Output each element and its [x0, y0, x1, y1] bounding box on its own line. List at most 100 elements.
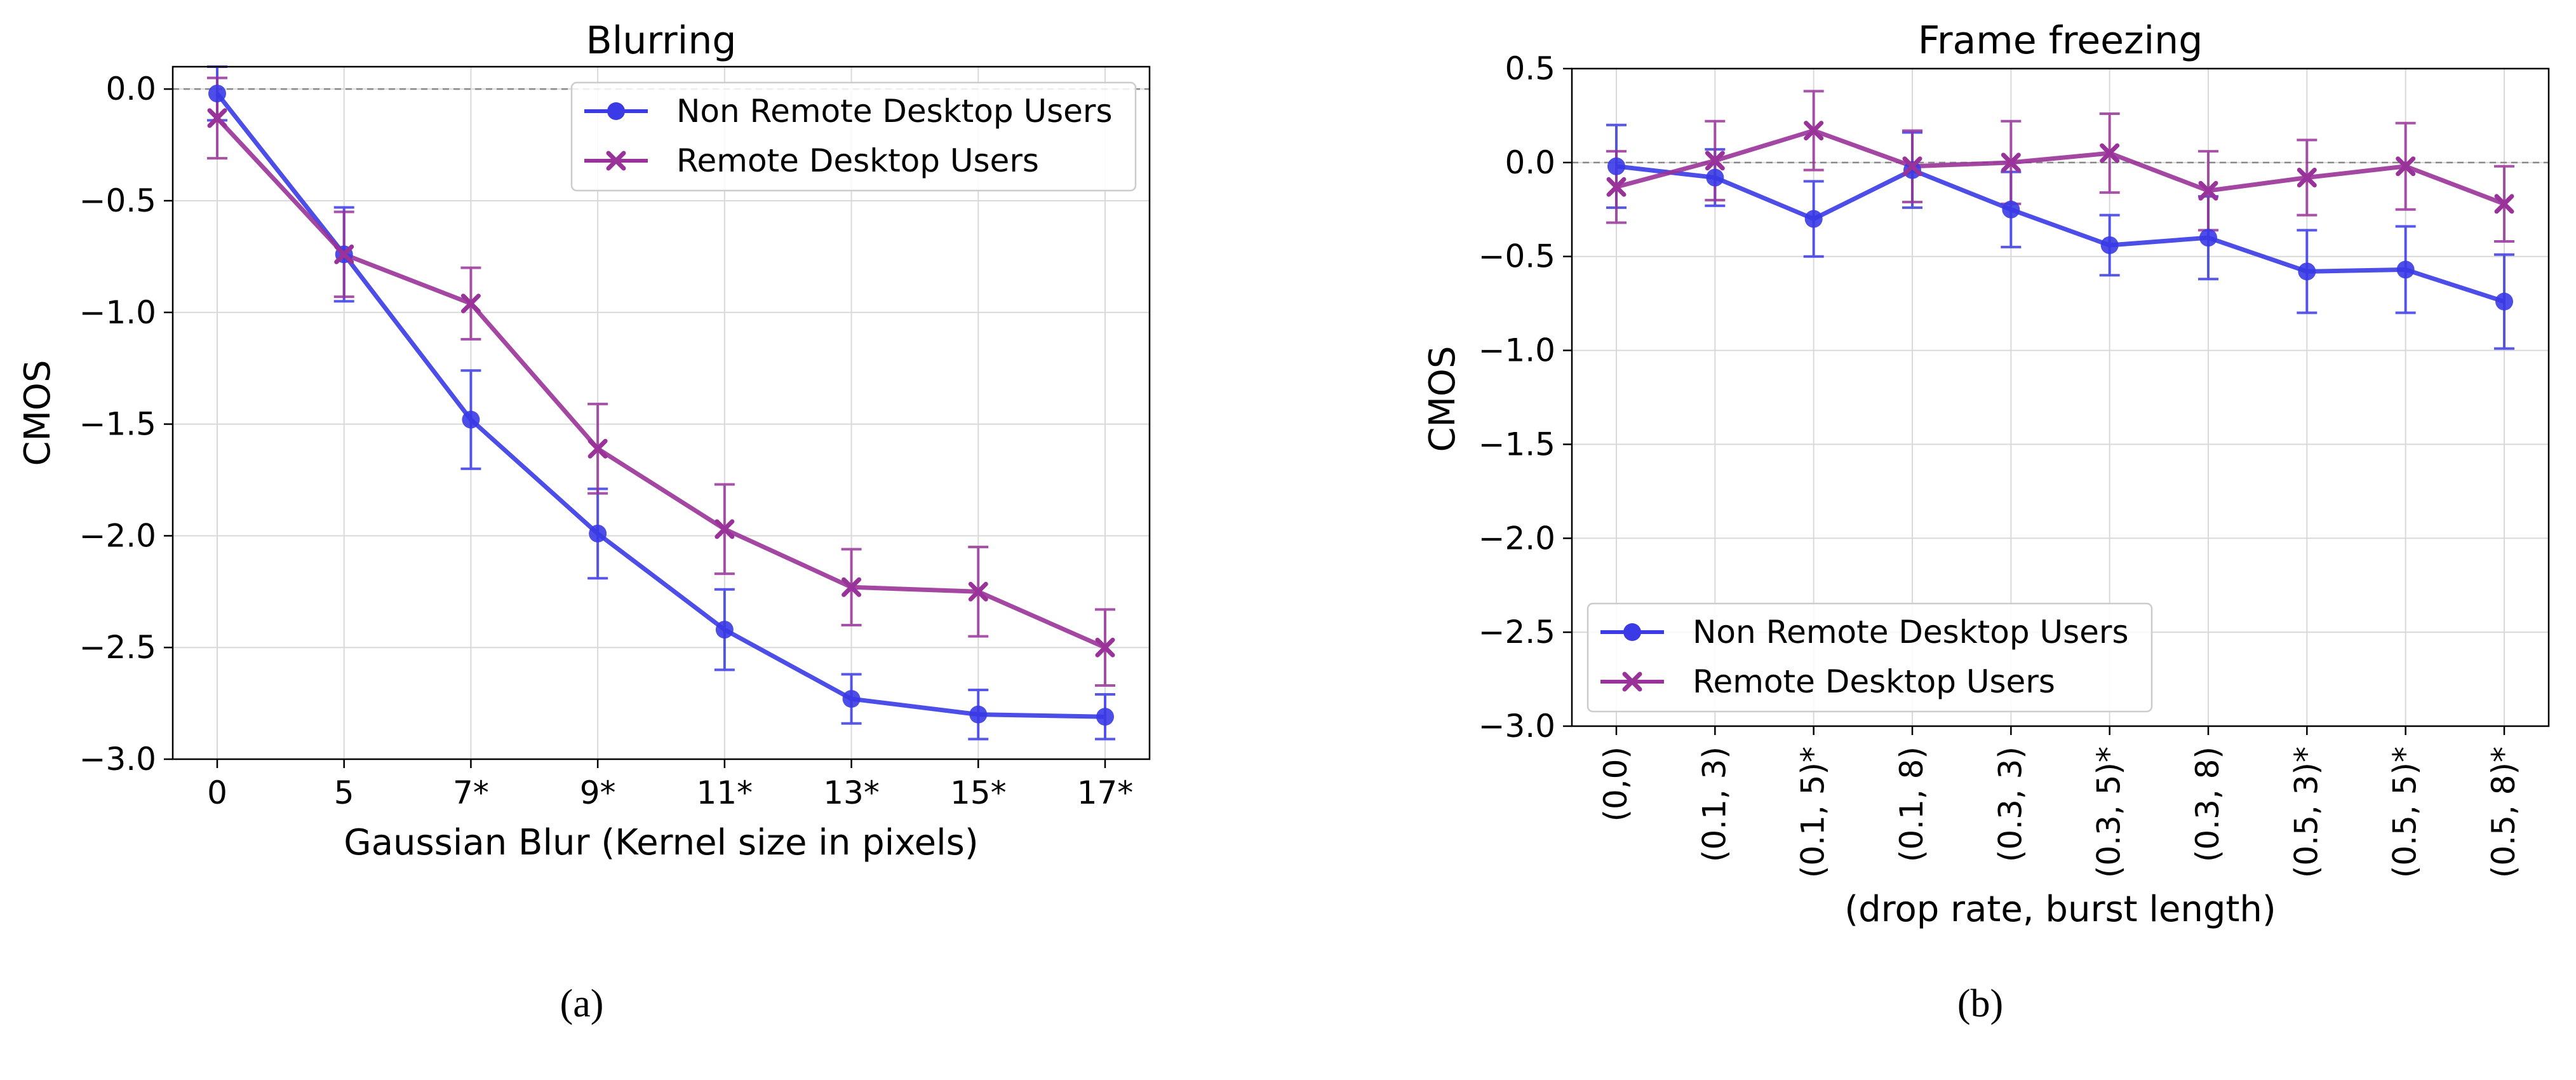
y-tick-label: −3.0: [79, 741, 156, 778]
data-point-x: [968, 581, 988, 602]
data-point-circle: [2396, 260, 2415, 279]
data-point-circle: [2495, 292, 2513, 311]
y-tick-label: −2.0: [1479, 520, 1555, 557]
x-tick-label: (0.1, 8): [1893, 746, 1930, 862]
data-point-x: [2198, 180, 2218, 201]
data-point-x: [2100, 143, 2120, 163]
legend-marker-x: [606, 151, 626, 171]
legend: Non Remote Desktop Users Remote Desktop …: [1587, 602, 2153, 713]
data-point-x: [842, 577, 862, 597]
y-tick-label: 0.0: [105, 71, 156, 107]
x-tick-label: 15*: [950, 774, 1007, 811]
data-point-x: [1804, 121, 1824, 141]
series-line: [1616, 164, 2506, 304]
data-point-x: [2297, 168, 2317, 188]
legend-box: [570, 81, 1137, 192]
data-point-circle: [462, 410, 480, 429]
legend-label: Remote Desktop Users: [676, 142, 1039, 179]
x-tick-label: (0.3, 8): [2189, 746, 2226, 862]
data-point-circle: [2298, 262, 2316, 281]
y-tick-label: 0.5: [1505, 50, 1555, 87]
x-tick-label: 9*: [580, 774, 616, 811]
data-point-x: [714, 519, 735, 539]
x-axis-label: Gaussian Blur (Kernel size in pixels): [344, 822, 978, 863]
data-point-x: [2001, 152, 2021, 173]
data-point-circle: [842, 690, 861, 708]
series-line: [1616, 128, 2506, 206]
y-tick-label: −2.5: [1479, 614, 1555, 651]
legend-marker-x: [1622, 672, 1642, 692]
x-tick-label: 7*: [453, 774, 489, 811]
data-point-x: [334, 244, 354, 264]
x-tick-label: 0: [207, 774, 227, 811]
legend-label: Remote Desktop Users: [1693, 663, 2055, 700]
x-axis-label: (drop rate, burst length): [1844, 889, 2276, 930]
legend-label: Non Remote Desktop Users: [676, 93, 1113, 130]
data-point-x: [1095, 637, 1115, 658]
x-tick-label: (0.1, 5)*: [1795, 746, 1832, 878]
chart-frame-freezing: (0,0) (0.1, 3) (0.1, 5)* (0.1, 8) (0.3, 3) (0…: [1422, 18, 2550, 1025]
data-point-x: [2494, 194, 2514, 214]
data-point-circle: [715, 621, 734, 639]
legend-entry-remote: Remote Desktop Users: [584, 142, 1039, 179]
y-axis-label: CMOS: [1422, 346, 1463, 452]
data-point-circle: [1804, 210, 1823, 228]
data-point-x: [460, 294, 481, 314]
data-point-circle: [1706, 168, 1724, 187]
data-point-circle: [2199, 229, 2217, 247]
x-tick-label: (0.5, 3)*: [2288, 746, 2324, 878]
plot-frame: [171, 65, 1151, 760]
legend-entry-non-remote: Non Remote Desktop Users: [1600, 614, 2129, 651]
legend-entry-remote: Remote Desktop Users: [1600, 663, 2055, 700]
legend: Non Remote Desktop Users Remote Desktop …: [570, 81, 1137, 192]
y-tick-label: −3.0: [1479, 708, 1555, 745]
x-tick-label: (0.3, 5)*: [2091, 746, 2128, 878]
x-tick-label: (0.5, 5)*: [2387, 746, 2424, 878]
x-tick-label: (0.5, 8)*: [2485, 746, 2522, 878]
legend-marker-circle: [1623, 623, 1641, 641]
data-point-circle: [2002, 200, 2020, 219]
x-tick-label: (0,0): [1597, 746, 1634, 822]
x-tick-label: 17*: [1077, 774, 1134, 811]
chart-title: Blurring: [586, 18, 737, 63]
x-tick-label: 11*: [697, 774, 753, 811]
series-line: [215, 92, 1106, 719]
data-point-circle: [2100, 236, 2119, 254]
series-line: [215, 116, 1106, 650]
data-point-x: [2396, 156, 2416, 177]
y-tick-label: −2.5: [79, 629, 156, 666]
y-axis-label: CMOS: [17, 360, 58, 466]
data-point-circle: [969, 705, 988, 724]
y-tick-label: −1.5: [1479, 426, 1555, 462]
chart-blurring: 0 5 7* 9* 11* 13* 15* 17* 0.0 −0.5 −1.0 −1.5 −2.0 −2.…: [17, 18, 1151, 1025]
data-point-circle: [1096, 708, 1114, 726]
legend-label: Non Remote Desktop Users: [1693, 614, 2129, 651]
y-tick-label: −0.5: [1479, 238, 1555, 275]
data-point-circle: [1903, 161, 1921, 179]
y-tick-label: −2.0: [79, 517, 156, 554]
figure-caption: (a): [560, 982, 604, 1025]
y-tick-label: −1.0: [79, 294, 156, 331]
legend-box: [1587, 602, 2153, 713]
data-point-x: [587, 438, 608, 459]
y-tick-label: 0.0: [1505, 144, 1555, 181]
y-tick-label: −1.5: [79, 406, 156, 443]
data-point-x: [1705, 151, 1725, 171]
y-tick-label: −1.0: [1479, 332, 1555, 369]
x-tick-label: (0.1, 3): [1696, 746, 1733, 862]
legend-marker-circle: [607, 102, 625, 120]
x-tick-label: 5: [334, 774, 354, 811]
data-point-circle: [589, 524, 607, 543]
chart-title: Frame freezing: [1918, 18, 2203, 63]
data-point-circle: [1607, 157, 1625, 175]
data-point-x: [207, 108, 227, 128]
x-tick-label: (0.3, 3): [1992, 746, 2029, 862]
figure-caption: (b): [1957, 982, 2003, 1025]
data-point-x: [1606, 177, 1627, 197]
y-tick-label: −0.5: [79, 182, 156, 219]
legend-entry-non-remote: Non Remote Desktop Users: [584, 93, 1113, 130]
data-point-circle: [208, 84, 226, 103]
x-tick-label: 13*: [823, 774, 880, 811]
data-point-x: [1902, 156, 1922, 177]
